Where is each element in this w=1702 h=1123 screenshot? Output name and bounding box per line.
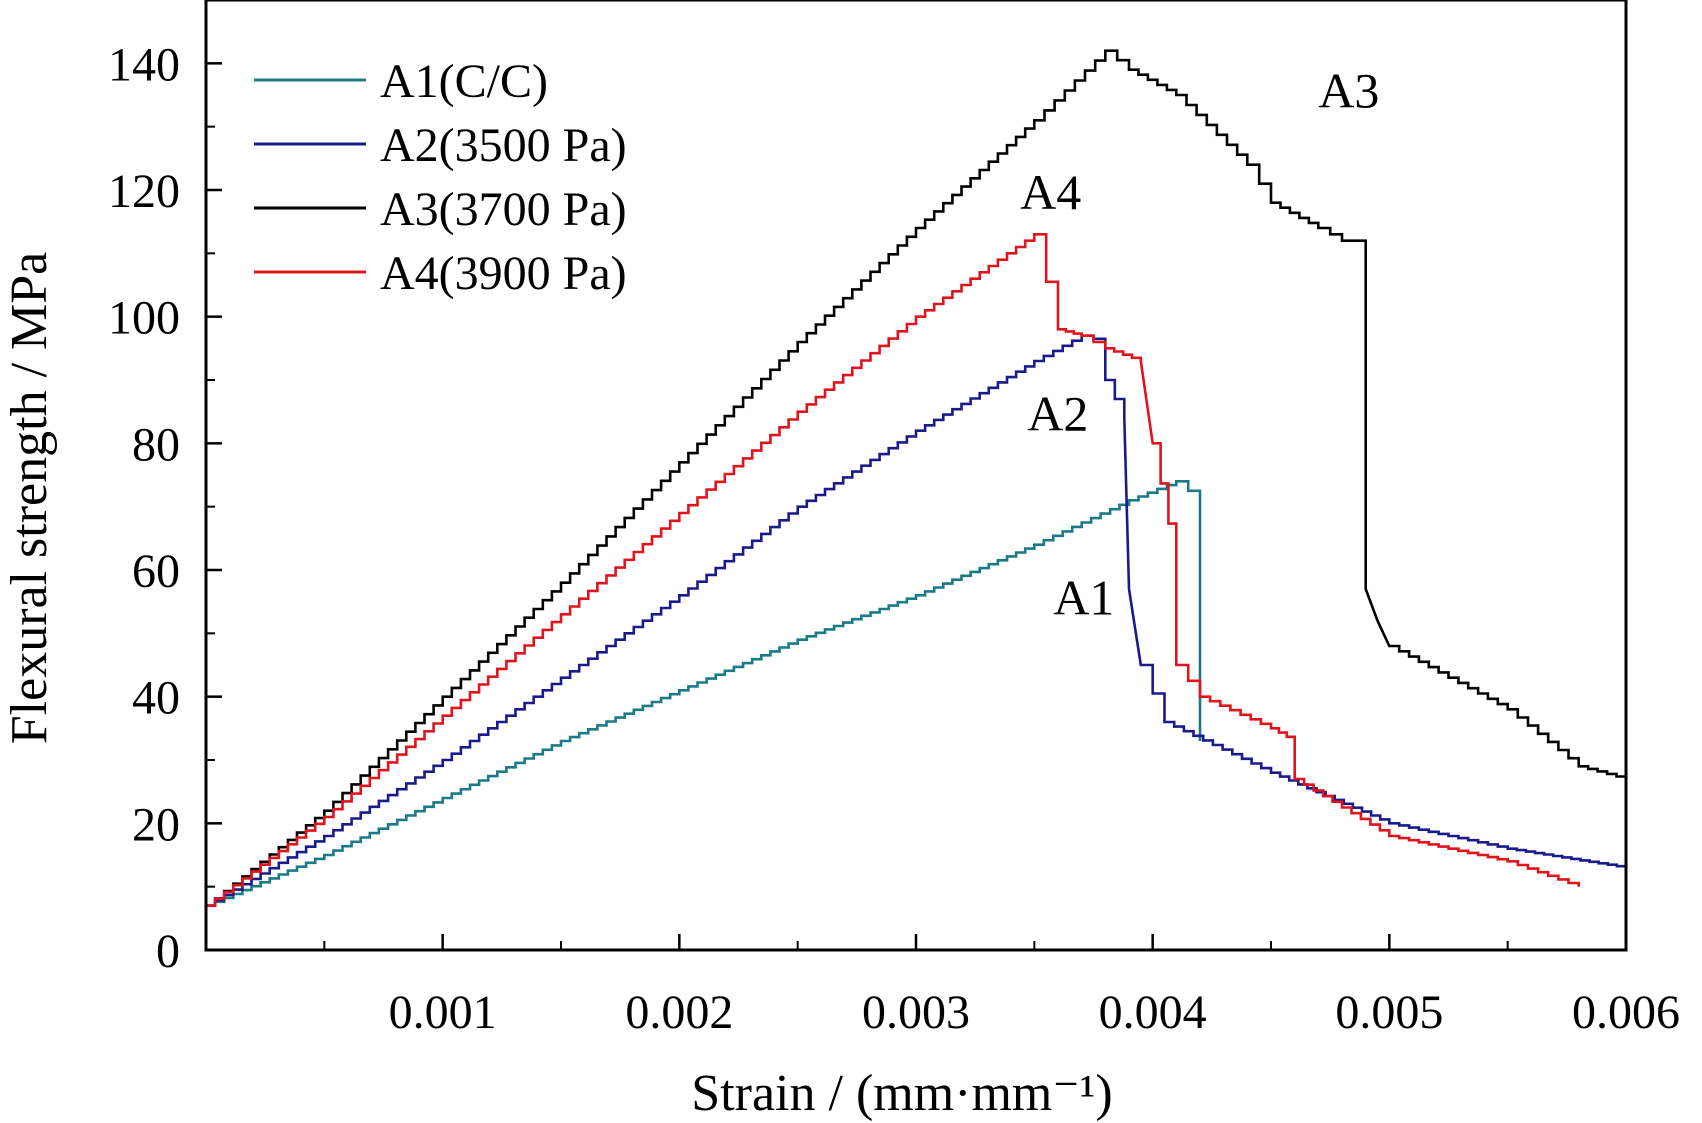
series-line-4 [206, 233, 1580, 907]
x-axis-label: Strain / (mm·mm⁻¹) [691, 1065, 1112, 1122]
y-tick-label: 120 [108, 165, 180, 218]
x-tick-label: 0.006 [1572, 986, 1680, 1039]
legend: A1(C/C) A2(3500 Pa) A3(3700 Pa) A4(3900 Pa) [254, 55, 627, 300]
annotation-a2: A2 [1027, 386, 1088, 442]
annotation-a1: A1 [1053, 569, 1114, 625]
series-line-1 [206, 480, 1202, 907]
y-tick-label: 0 [156, 925, 180, 978]
annotation-a4: A4 [1020, 164, 1081, 220]
legend-label-2: A2(3500 Pa) [380, 119, 627, 172]
series-line-2 [206, 334, 1628, 907]
y-tick-label: 80 [132, 418, 180, 471]
x-tick-label: 0.003 [862, 986, 970, 1039]
x-tick-label: 0.004 [1099, 986, 1207, 1039]
ticks-layer: 0.001 0.002 0.003 0.004 0.005 0.006 0 20 40 60 80 1… [108, 38, 1680, 1039]
y-tick-label: 40 [132, 672, 180, 725]
y-tick-label: 60 [132, 545, 180, 598]
annotation-a3: A3 [1318, 63, 1379, 119]
y-tick-label: 20 [132, 798, 180, 851]
series-line-3 [206, 49, 1628, 907]
x-tick-label: 0.002 [625, 986, 733, 1039]
x-tick-label: 0.005 [1335, 986, 1443, 1039]
y-tick-label: 100 [108, 292, 180, 345]
legend-label-3: A3(3700 Pa) [380, 183, 627, 236]
legend-label-1: A1(C/C) [380, 55, 548, 108]
y-tick-label: 140 [108, 38, 180, 91]
y-axis-label: Flexural strength / MPa [1, 252, 58, 745]
annotations: A3 A4 A2 A1 [1020, 63, 1379, 626]
legend-label-4: A4(3900 Pa) [380, 247, 627, 300]
series-layer [206, 49, 1628, 907]
x-tick-label: 0.001 [389, 986, 497, 1039]
